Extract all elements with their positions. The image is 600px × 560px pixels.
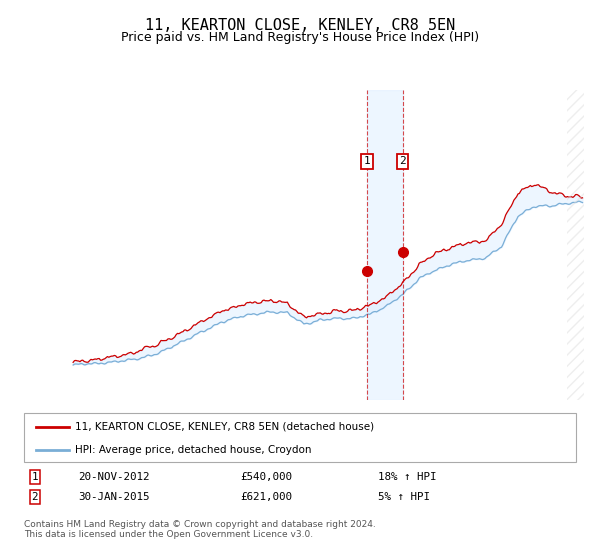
Text: £540,000: £540,000 bbox=[240, 472, 292, 482]
Text: 11, KEARTON CLOSE, KENLEY, CR8 5EN (detached house): 11, KEARTON CLOSE, KENLEY, CR8 5EN (deta… bbox=[75, 422, 374, 432]
Text: Price paid vs. HM Land Registry's House Price Index (HPI): Price paid vs. HM Land Registry's House … bbox=[121, 31, 479, 44]
Text: 18% ↑ HPI: 18% ↑ HPI bbox=[378, 472, 437, 482]
Text: 1: 1 bbox=[364, 156, 370, 166]
Text: Contains HM Land Registry data © Crown copyright and database right 2024.
This d: Contains HM Land Registry data © Crown c… bbox=[24, 520, 376, 539]
Text: 2: 2 bbox=[32, 492, 38, 502]
Text: 2: 2 bbox=[399, 156, 406, 166]
Text: HPI: Average price, detached house, Croydon: HPI: Average price, detached house, Croy… bbox=[75, 445, 311, 455]
Text: 11, KEARTON CLOSE, KENLEY, CR8 5EN: 11, KEARTON CLOSE, KENLEY, CR8 5EN bbox=[145, 18, 455, 33]
Text: 5% ↑ HPI: 5% ↑ HPI bbox=[378, 492, 430, 502]
Bar bbox=[568, 90, 584, 400]
Text: £621,000: £621,000 bbox=[240, 492, 292, 502]
Bar bbox=[367, 90, 403, 400]
Text: 30-JAN-2015: 30-JAN-2015 bbox=[78, 492, 149, 502]
Text: 20-NOV-2012: 20-NOV-2012 bbox=[78, 472, 149, 482]
Text: 1: 1 bbox=[32, 472, 38, 482]
